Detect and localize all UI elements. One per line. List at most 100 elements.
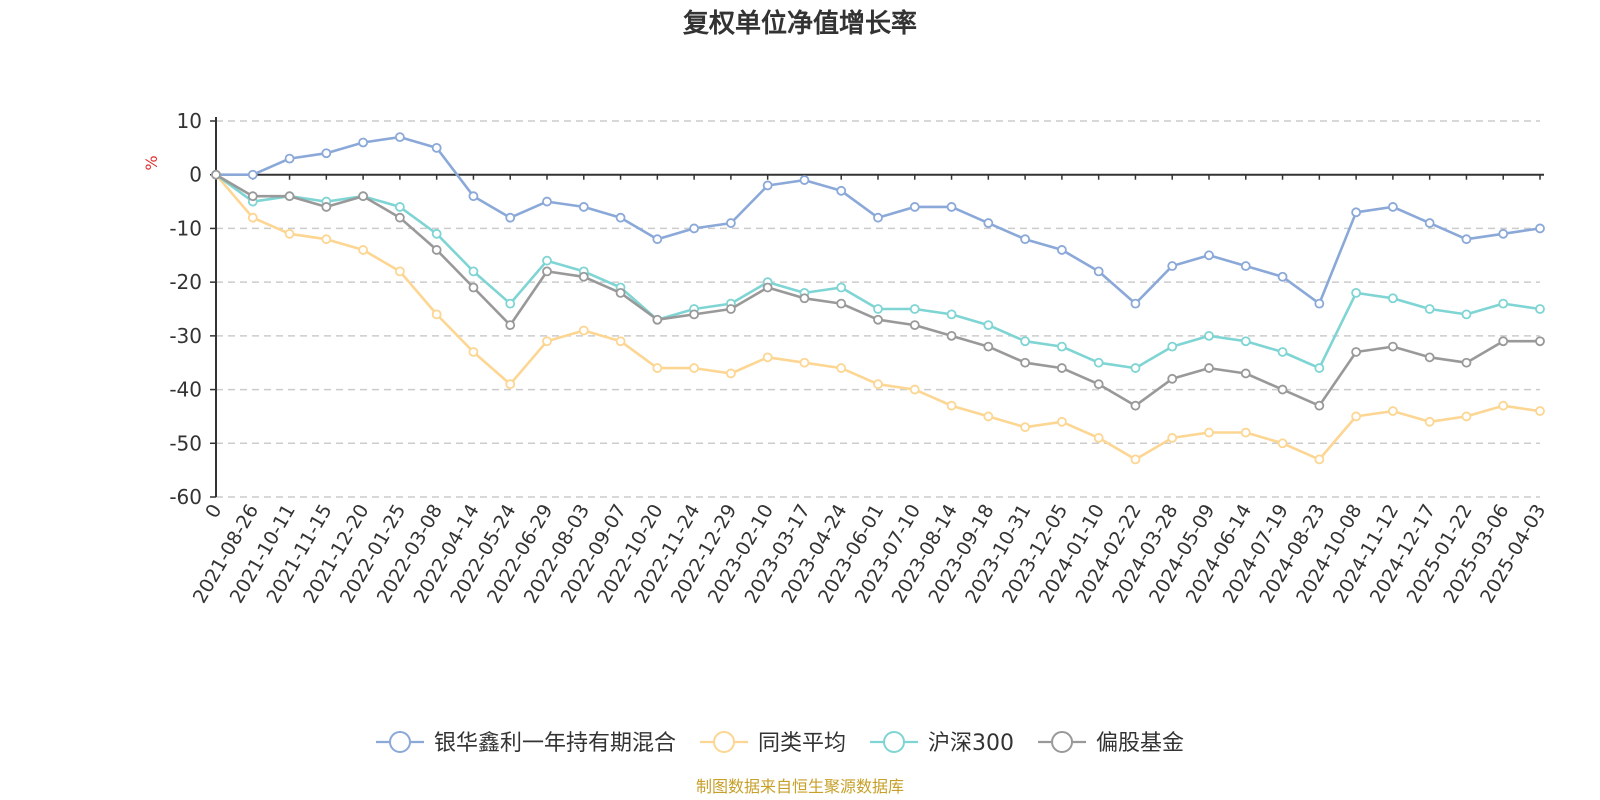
data-point (1056, 416, 1067, 427)
data-point (762, 352, 773, 363)
y-tick-label: 0 (189, 163, 202, 187)
data-point (725, 218, 736, 228)
data-point (468, 191, 479, 202)
legend-marker (883, 731, 906, 753)
series-3 (211, 169, 1545, 373)
data-point (946, 202, 957, 212)
data-point (1535, 406, 1545, 416)
series-line (215, 173, 1541, 370)
data-point (1461, 357, 1472, 368)
legend-label: 沪深300 (928, 731, 1014, 756)
data-point (431, 142, 442, 153)
data-point (1461, 309, 1472, 320)
legend-item-4[interactable]: 偏股基金 (1038, 731, 1184, 756)
data-point (578, 325, 589, 336)
data-point (468, 266, 479, 277)
legend-item-2[interactable]: 同类平均 (700, 731, 846, 756)
data-point (468, 282, 479, 293)
data-point (799, 293, 810, 304)
data-point (1351, 347, 1362, 357)
data-point (1314, 363, 1325, 373)
data-point (431, 309, 442, 320)
data-point (1093, 433, 1104, 443)
data-point (1056, 245, 1067, 255)
data-point (909, 304, 920, 314)
data-point (1204, 427, 1214, 438)
data-point (1351, 411, 1362, 422)
data-point (799, 357, 810, 368)
legend-item-1[interactable]: 银华鑫利一年持有期混合 (376, 731, 676, 756)
data-point (1130, 363, 1141, 373)
data-point (542, 255, 552, 266)
data-point (1277, 438, 1288, 449)
data-point (836, 282, 847, 293)
x-tick-label: 0 (201, 501, 226, 522)
data-point (1020, 234, 1031, 245)
data-point (1130, 454, 1141, 465)
legend-label: 偏股基金 (1096, 731, 1184, 756)
data-point (1093, 266, 1104, 277)
data-point (1240, 427, 1251, 438)
legend-item-3[interactable]: 沪深300 (870, 731, 1014, 756)
y-tick-label: -30 (169, 324, 202, 348)
data-point (652, 314, 663, 325)
data-point (358, 191, 369, 202)
grid-lines (216, 120, 1540, 498)
data-point (1351, 287, 1362, 298)
data-point (652, 234, 663, 245)
data-point (358, 245, 369, 255)
data-point (1461, 234, 1472, 245)
data-point (873, 379, 883, 390)
data-point (909, 320, 920, 331)
data-point (1130, 298, 1141, 309)
data-point (1498, 298, 1509, 309)
data-point (946, 309, 957, 320)
y-tick-label: -60 (169, 485, 202, 509)
data-point (1277, 347, 1288, 357)
data-point (689, 309, 700, 320)
data-point (321, 202, 332, 212)
data-point (394, 212, 405, 223)
data-point (1204, 330, 1214, 341)
data-point (1535, 336, 1545, 347)
data-point (1093, 357, 1104, 368)
data-point (873, 212, 883, 223)
data-point (836, 298, 847, 309)
data-point (836, 185, 847, 196)
data-point (762, 180, 773, 191)
data-point (652, 363, 663, 373)
data-point (1204, 363, 1214, 373)
data-point (1351, 207, 1362, 218)
data-point (1240, 336, 1251, 347)
data-point (983, 411, 994, 422)
data-point (1093, 379, 1104, 390)
y-tick-label: 10 (177, 109, 202, 133)
data-point (946, 330, 957, 341)
data-point (1056, 363, 1067, 373)
data-point (284, 228, 295, 239)
legend-marker (389, 731, 411, 753)
data-point (1314, 298, 1325, 309)
data-point (1387, 341, 1398, 352)
data-point (1204, 250, 1214, 261)
data-point (211, 169, 221, 180)
data-point (578, 202, 589, 212)
data-point (247, 191, 258, 202)
data-point (1167, 433, 1178, 443)
data-point (946, 400, 957, 411)
data-point (578, 271, 589, 282)
series-2 (211, 169, 1545, 465)
data-point (799, 175, 810, 185)
y-axis-unit: % (142, 155, 161, 170)
data-point (1167, 261, 1178, 271)
data-point (1277, 384, 1288, 395)
data-point (1277, 271, 1288, 282)
data-point (321, 148, 332, 159)
legend[interactable]: 银华鑫利一年持有期混合 同类平均 沪深300 偏股基金 (376, 731, 1184, 756)
data-point (542, 196, 552, 207)
data-point (983, 320, 994, 331)
legend-marker (713, 731, 736, 753)
data-point (615, 287, 626, 298)
chart-title: 复权单位净值增长率 (683, 8, 917, 39)
data-point (983, 218, 994, 228)
